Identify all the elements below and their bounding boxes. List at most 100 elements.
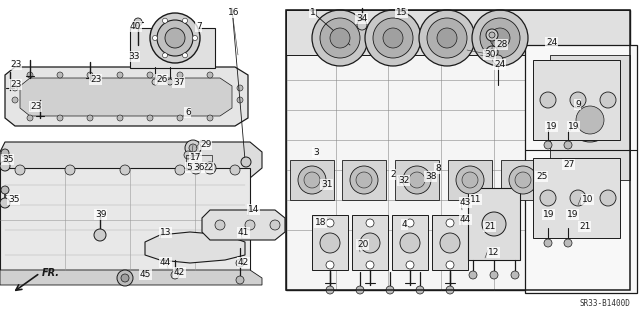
Circle shape — [469, 271, 477, 279]
Circle shape — [27, 115, 33, 121]
Circle shape — [383, 28, 403, 48]
Circle shape — [121, 274, 129, 282]
Circle shape — [326, 219, 334, 227]
Text: 24: 24 — [546, 38, 557, 47]
Circle shape — [360, 233, 380, 253]
Circle shape — [489, 49, 495, 55]
Circle shape — [540, 92, 556, 108]
Text: 38: 38 — [425, 172, 436, 181]
Text: 5: 5 — [186, 163, 192, 172]
Polygon shape — [533, 158, 620, 238]
Text: 35: 35 — [8, 195, 19, 204]
Circle shape — [416, 286, 424, 294]
Circle shape — [446, 286, 454, 294]
Circle shape — [570, 92, 586, 108]
Text: 12: 12 — [488, 248, 499, 257]
Circle shape — [386, 286, 394, 294]
Polygon shape — [0, 270, 262, 285]
Circle shape — [446, 219, 454, 227]
Circle shape — [400, 233, 420, 253]
Circle shape — [356, 172, 372, 188]
Circle shape — [490, 28, 510, 48]
Circle shape — [150, 13, 200, 63]
Circle shape — [540, 190, 556, 206]
Circle shape — [486, 46, 498, 58]
Text: 14: 14 — [248, 205, 259, 214]
Text: 28: 28 — [496, 40, 508, 49]
Text: 30: 30 — [484, 50, 495, 59]
Text: 6: 6 — [185, 108, 191, 117]
Circle shape — [152, 79, 158, 85]
Text: 43: 43 — [460, 198, 472, 207]
Bar — [525, 45, 637, 293]
Polygon shape — [352, 215, 388, 270]
Circle shape — [94, 229, 106, 241]
Circle shape — [564, 239, 572, 247]
Text: 24: 24 — [494, 60, 505, 69]
Circle shape — [509, 166, 537, 194]
Circle shape — [489, 32, 495, 38]
Circle shape — [0, 161, 10, 171]
Circle shape — [189, 144, 197, 152]
Circle shape — [544, 141, 552, 149]
Circle shape — [576, 106, 604, 134]
Polygon shape — [20, 78, 232, 116]
Circle shape — [406, 261, 414, 269]
Circle shape — [330, 28, 350, 48]
Circle shape — [120, 165, 130, 175]
Circle shape — [486, 29, 498, 41]
Text: 1: 1 — [310, 8, 316, 17]
Circle shape — [185, 140, 201, 156]
Circle shape — [600, 92, 616, 108]
Circle shape — [600, 190, 616, 206]
Text: 27: 27 — [563, 160, 574, 169]
Circle shape — [446, 261, 454, 269]
Text: 39: 39 — [95, 210, 106, 219]
Text: 23: 23 — [10, 60, 21, 69]
Text: 32: 32 — [398, 176, 410, 185]
Text: 44: 44 — [160, 258, 172, 267]
Text: 10: 10 — [582, 195, 593, 204]
Circle shape — [312, 10, 368, 66]
Circle shape — [134, 18, 142, 26]
Circle shape — [320, 233, 340, 253]
Text: 33: 33 — [128, 52, 140, 61]
Circle shape — [167, 79, 173, 85]
Circle shape — [184, 151, 192, 159]
Circle shape — [427, 18, 467, 58]
Circle shape — [15, 165, 25, 175]
Text: 3: 3 — [313, 148, 319, 157]
Circle shape — [207, 115, 213, 121]
Circle shape — [482, 212, 506, 236]
Circle shape — [570, 190, 586, 206]
Circle shape — [544, 239, 552, 247]
Text: 8: 8 — [435, 164, 441, 173]
Text: 21: 21 — [484, 222, 495, 231]
Circle shape — [236, 276, 244, 284]
Circle shape — [175, 165, 185, 175]
Text: 4: 4 — [402, 220, 408, 229]
Circle shape — [366, 261, 374, 269]
Bar — [186, 155, 212, 170]
Circle shape — [241, 157, 251, 167]
Circle shape — [564, 141, 572, 149]
Circle shape — [182, 18, 188, 23]
Text: 21: 21 — [579, 222, 590, 231]
Text: 2: 2 — [390, 170, 396, 179]
Text: 9: 9 — [575, 100, 580, 109]
Circle shape — [406, 219, 414, 227]
Circle shape — [57, 72, 63, 78]
Circle shape — [230, 165, 240, 175]
Text: 29: 29 — [200, 140, 211, 149]
Circle shape — [373, 18, 413, 58]
Circle shape — [409, 172, 425, 188]
Circle shape — [440, 233, 460, 253]
Text: SR33-B1400D: SR33-B1400D — [579, 299, 630, 308]
Polygon shape — [286, 10, 630, 290]
Text: 37: 37 — [173, 78, 184, 87]
Circle shape — [366, 219, 374, 227]
Circle shape — [117, 115, 123, 121]
Circle shape — [87, 72, 93, 78]
Text: 19: 19 — [567, 210, 579, 219]
Polygon shape — [342, 160, 386, 200]
